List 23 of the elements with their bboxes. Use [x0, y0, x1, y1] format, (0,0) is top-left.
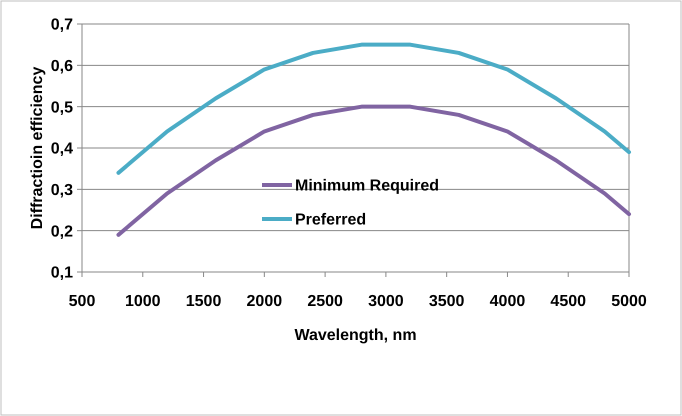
y-tick-label: 0,3: [50, 182, 74, 199]
line-series: [116, 42, 631, 175]
y-tick-label: 0,5: [50, 99, 74, 116]
x-tick-label: 5000: [611, 293, 647, 310]
x-tick-label: 2500: [307, 293, 344, 310]
x-tick-label: 500: [68, 293, 96, 310]
x-tick-label: 1500: [186, 293, 222, 310]
y-tick-label: 0,6: [50, 58, 74, 75]
legend-label: Minimum Required: [295, 178, 440, 195]
x-tick-label: 1000: [124, 293, 161, 310]
x-tick-label: 4000: [490, 293, 526, 310]
y-axis-title: Diffractioin efficiency: [29, 66, 46, 230]
x-tick-label: 3000: [368, 293, 404, 310]
y-tick-label: 0,7: [50, 16, 74, 34]
x-tick-label: 2000: [246, 293, 282, 310]
x-tick-label: 3500: [428, 293, 465, 310]
line-series: [116, 104, 631, 237]
y-tick-label: 0,2: [50, 223, 74, 240]
y-tick-label: 0,4: [50, 140, 74, 158]
y-tick-label: 0,1: [50, 264, 74, 282]
x-axis-title: Wavelength, nm: [294, 327, 417, 344]
x-tick-label: 4500: [550, 293, 586, 310]
legend-label: Preferred: [295, 212, 366, 229]
